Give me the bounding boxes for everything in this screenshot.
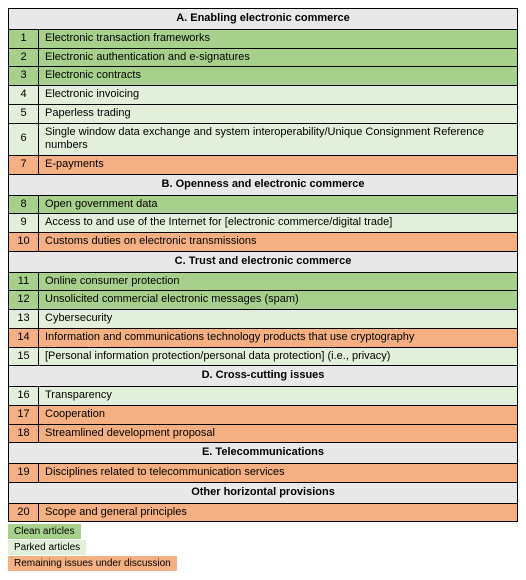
row-number: 13 — [9, 310, 39, 329]
row-label: Paperless trading — [39, 104, 518, 123]
table-row: 16Transparency — [9, 387, 518, 406]
legend-item: Remaining issues under discussion — [8, 556, 177, 571]
table-row: 4Electronic invoicing — [9, 86, 518, 105]
legend: Clean articlesParked articlesRemaining i… — [8, 524, 518, 572]
row-label: [Personal information protection/persona… — [39, 347, 518, 366]
row-label: Scope and general principles — [39, 503, 518, 522]
row-number: 15 — [9, 347, 39, 366]
row-number: 9 — [9, 214, 39, 233]
row-label: Online consumer protection — [39, 272, 518, 291]
table-row: 12Unsolicited commercial electronic mess… — [9, 291, 518, 310]
row-label: Electronic invoicing — [39, 86, 518, 105]
row-number: 7 — [9, 156, 39, 175]
row-label: Information and communications technolog… — [39, 328, 518, 347]
table-row: 9Access to and use of the Internet for [… — [9, 214, 518, 233]
section-header: E. Telecommunications — [9, 443, 518, 464]
row-number: 4 — [9, 86, 39, 105]
row-label: Cooperation — [39, 405, 518, 424]
table-row: 2Electronic authentication and e-signatu… — [9, 48, 518, 67]
row-number: 8 — [9, 195, 39, 214]
row-number: 11 — [9, 272, 39, 291]
section-header: A. Enabling electronic commerce — [9, 9, 518, 30]
table-row: 19Disciplines related to telecommunicati… — [9, 464, 518, 483]
section-header: Other horizontal provisions — [9, 482, 518, 503]
row-number: 10 — [9, 233, 39, 252]
section-header: D. Cross-cutting issues — [9, 366, 518, 387]
table-row: 6Single window data exchange and system … — [9, 123, 518, 156]
table-row: 18Streamlined development proposal — [9, 424, 518, 443]
row-label: Disciplines related to telecommunication… — [39, 464, 518, 483]
row-label: Single window data exchange and system i… — [39, 123, 518, 156]
row-number: 20 — [9, 503, 39, 522]
table-row: 7E-payments — [9, 156, 518, 175]
row-label: Cybersecurity — [39, 310, 518, 329]
table-row: 5Paperless trading — [9, 104, 518, 123]
row-label: Unsolicited commercial electronic messag… — [39, 291, 518, 310]
provisions-table: A. Enabling electronic commerce1Electron… — [8, 8, 518, 522]
section-header: C. Trust and electronic commerce — [9, 251, 518, 272]
row-number: 19 — [9, 464, 39, 483]
table-row: 11Online consumer protection — [9, 272, 518, 291]
row-label: Access to and use of the Internet for [e… — [39, 214, 518, 233]
section-header: B. Openness and electronic commerce — [9, 174, 518, 195]
row-number: 12 — [9, 291, 39, 310]
row-number: 5 — [9, 104, 39, 123]
row-number: 14 — [9, 328, 39, 347]
row-number: 2 — [9, 48, 39, 67]
row-number: 16 — [9, 387, 39, 406]
row-label: Transparency — [39, 387, 518, 406]
row-label: Streamlined development proposal — [39, 424, 518, 443]
row-label: Customs duties on electronic transmissio… — [39, 233, 518, 252]
legend-item: Parked articles — [8, 540, 86, 555]
row-number: 17 — [9, 405, 39, 424]
table-row: 10Customs duties on electronic transmiss… — [9, 233, 518, 252]
table-row: 17Cooperation — [9, 405, 518, 424]
row-number: 18 — [9, 424, 39, 443]
row-label: Electronic transaction frameworks — [39, 29, 518, 48]
table-row: 15[Personal information protection/perso… — [9, 347, 518, 366]
legend-item: Clean articles — [8, 524, 81, 539]
table-row: 1Electronic transaction frameworks — [9, 29, 518, 48]
row-label: Open government data — [39, 195, 518, 214]
row-label: Electronic contracts — [39, 67, 518, 86]
row-number: 1 — [9, 29, 39, 48]
table-row: 13Cybersecurity — [9, 310, 518, 329]
row-label: Electronic authentication and e-signatur… — [39, 48, 518, 67]
table-row: 3Electronic contracts — [9, 67, 518, 86]
table-row: 8Open government data — [9, 195, 518, 214]
row-label: E-payments — [39, 156, 518, 175]
row-number: 3 — [9, 67, 39, 86]
table-row: 14Information and communications technol… — [9, 328, 518, 347]
row-number: 6 — [9, 123, 39, 156]
table-row: 20Scope and general principles — [9, 503, 518, 522]
